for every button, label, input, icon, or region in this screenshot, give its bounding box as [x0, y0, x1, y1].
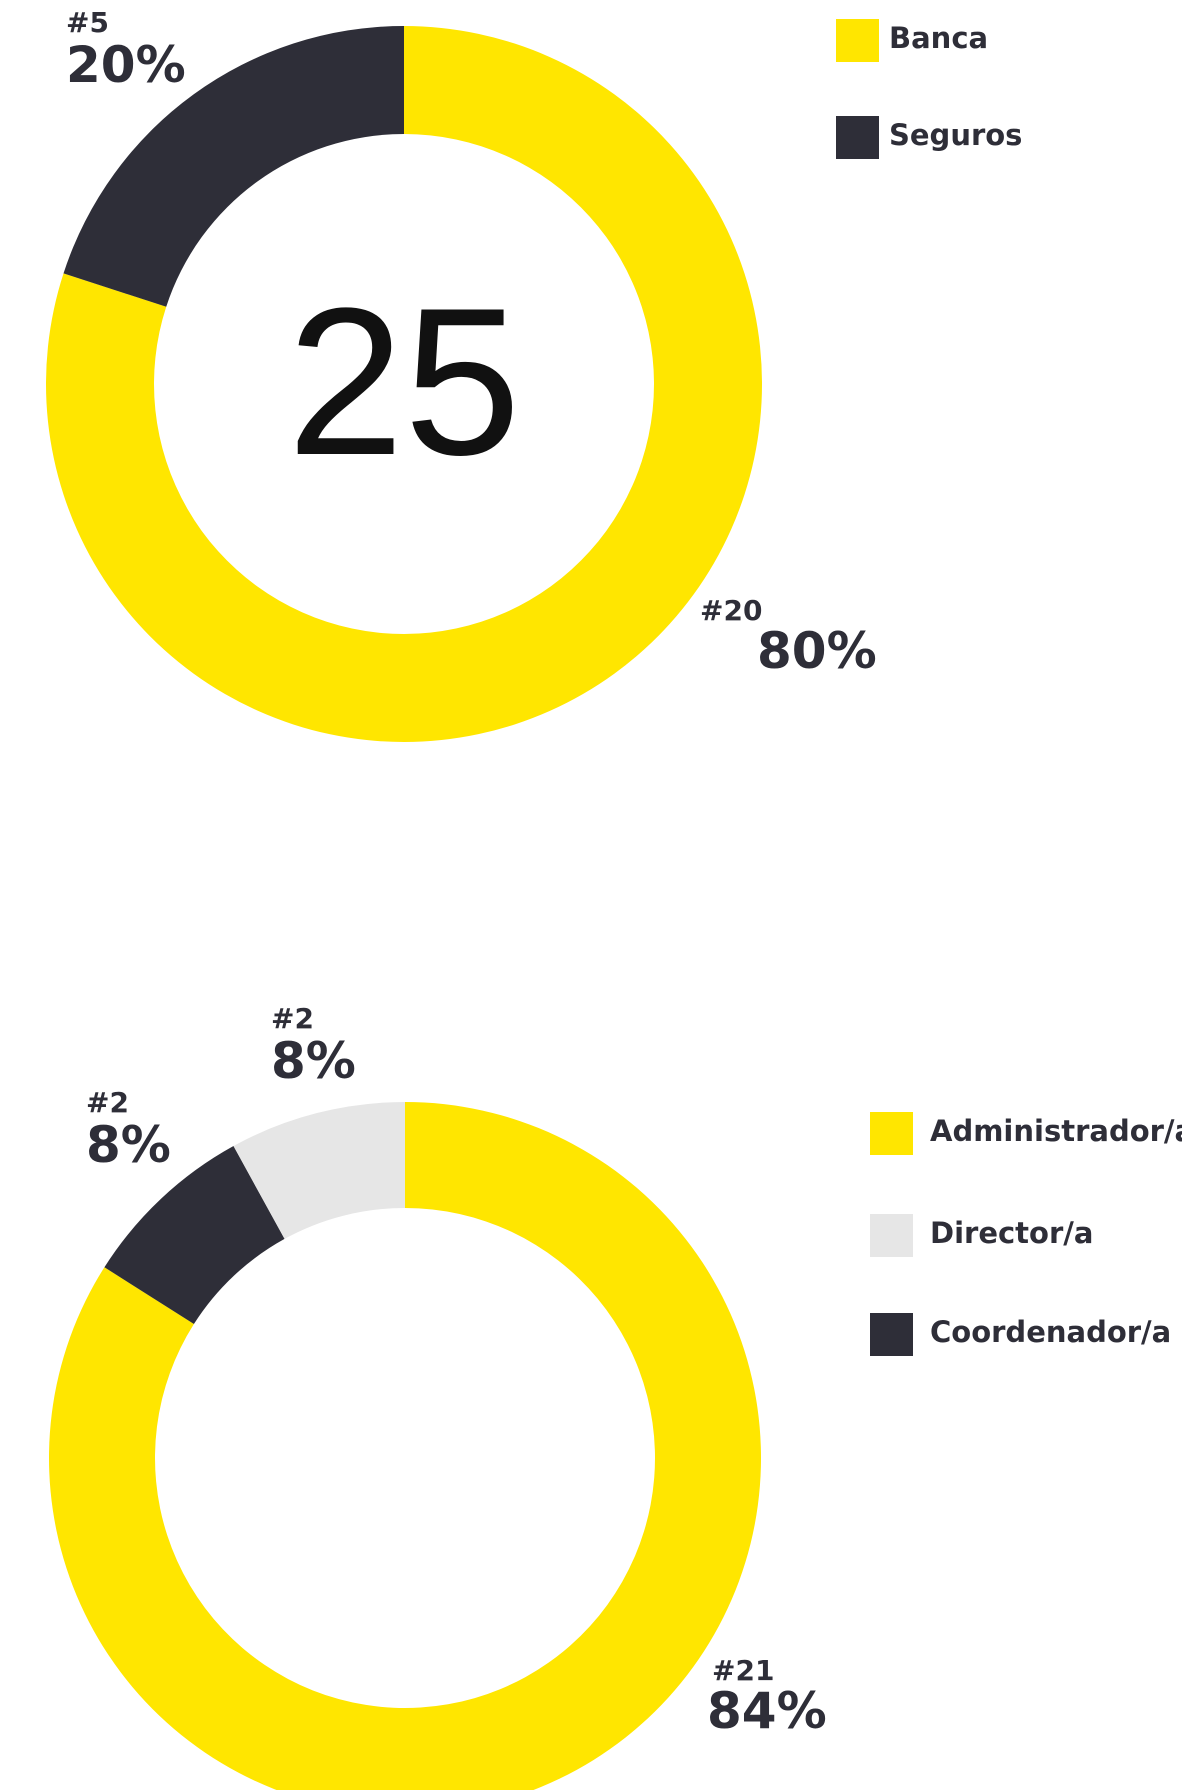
- legend-label: Coordenador/a: [930, 1315, 1171, 1349]
- donut-slice: [104, 1146, 285, 1325]
- count-label: #5: [66, 6, 109, 39]
- legend-swatch: [870, 1214, 913, 1257]
- donut-slice: [233, 1102, 405, 1239]
- count-label: #20: [700, 594, 762, 627]
- value-label: 8%: [271, 1032, 356, 1090]
- center-total: 25: [287, 264, 521, 499]
- legend-swatch: [870, 1112, 913, 1155]
- count-label: #2: [86, 1086, 129, 1119]
- donut-slice: [63, 26, 405, 307]
- legend-label: Administrador/a: [930, 1114, 1182, 1148]
- count-label: #21: [712, 1654, 774, 1687]
- legend-swatch: [836, 19, 879, 62]
- legend-label: Seguros: [889, 118, 1022, 152]
- legend-swatch: [870, 1313, 913, 1356]
- value-label: 20%: [66, 36, 186, 94]
- value-label: 84%: [707, 1682, 827, 1740]
- donut-slice: [45, 26, 762, 742]
- value-label: 80%: [757, 622, 877, 680]
- legend-label: Director/a: [930, 1216, 1093, 1250]
- count-label: #2: [271, 1002, 314, 1035]
- legend-label: Banca: [889, 21, 988, 55]
- legend-swatch: [836, 116, 879, 159]
- donut-slice: [49, 1102, 761, 1790]
- value-label: 8%: [86, 1116, 171, 1174]
